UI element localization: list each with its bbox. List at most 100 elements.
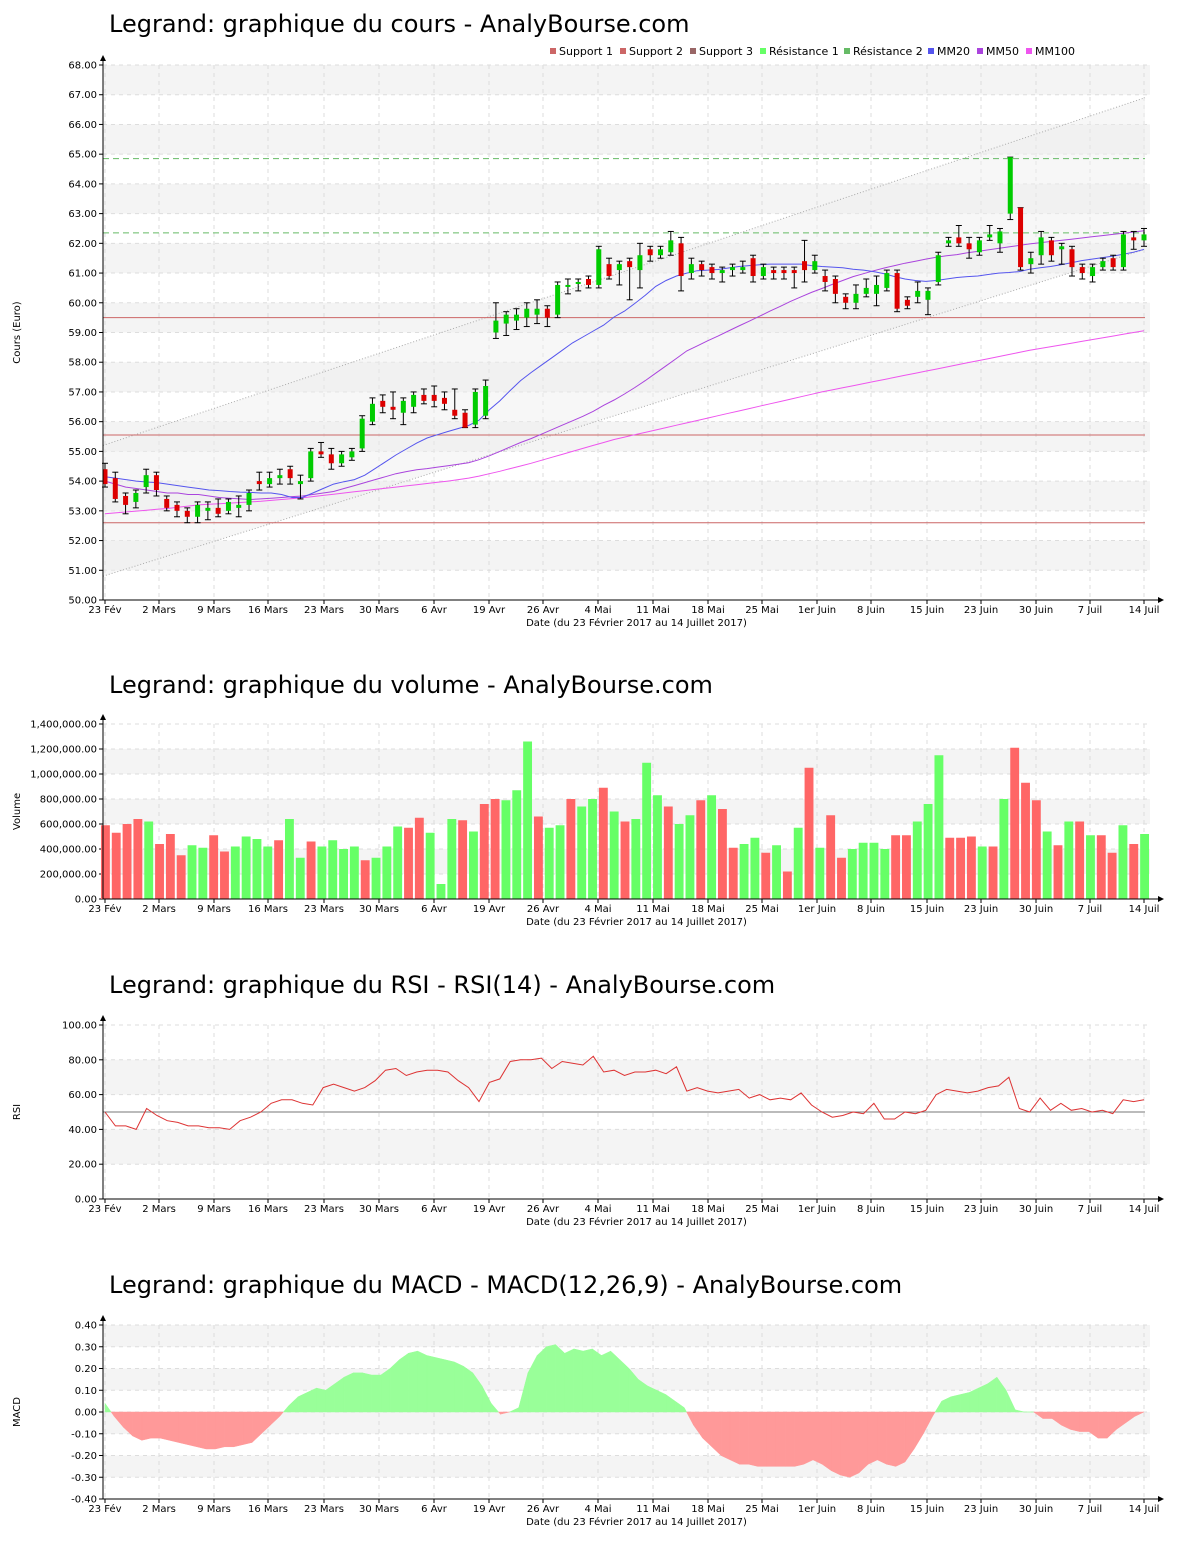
x-tick-label: 30 Juin bbox=[1019, 1504, 1053, 1515]
x-tick-label: 30 Juin bbox=[1019, 605, 1053, 616]
macd-area-segment bbox=[417, 1350, 428, 1413]
chart-title: Legrand: graphique du cours - AnalyBours… bbox=[109, 10, 690, 38]
volume-bar bbox=[1107, 852, 1117, 899]
macd-area-segment bbox=[619, 1359, 630, 1413]
grid-band bbox=[103, 124, 1150, 155]
svg-text:Résistance 2: Résistance 2 bbox=[853, 45, 923, 58]
macd-area-segment bbox=[1042, 1411, 1053, 1419]
volume-bar bbox=[728, 847, 738, 899]
candle bbox=[832, 275, 839, 304]
candle bbox=[976, 236, 983, 256]
svg-text:Support 3: Support 3 bbox=[699, 45, 753, 58]
x-tick-label: 25 Mai bbox=[745, 904, 778, 915]
legend-item: Résistance 1 bbox=[760, 45, 839, 58]
svg-text:MM50: MM50 bbox=[986, 45, 1019, 58]
candle bbox=[544, 305, 551, 328]
candle bbox=[739, 260, 746, 274]
candle bbox=[174, 501, 181, 518]
candle bbox=[1058, 242, 1065, 265]
legend-item: MM100 bbox=[1026, 45, 1075, 58]
x-tick-label: 23 Mars bbox=[304, 1204, 344, 1215]
y-tick-label: 0.00 bbox=[75, 1408, 97, 1419]
y-tick-label: 800,000.00 bbox=[40, 795, 97, 806]
macd-area-segment bbox=[803, 1411, 814, 1465]
candle bbox=[400, 397, 407, 426]
chart-panel-2: Legrand: graphique du volume - AnalyBour… bbox=[12, 671, 1164, 928]
grid-band bbox=[103, 481, 1150, 511]
macd-area-segment bbox=[812, 1411, 823, 1465]
candle bbox=[1079, 263, 1086, 280]
volume-bar bbox=[1064, 821, 1074, 899]
volume-bar bbox=[414, 817, 424, 899]
x-tick-label: 4 Mai bbox=[584, 904, 611, 915]
x-tick-label: 23 Fév bbox=[88, 903, 121, 915]
candle bbox=[935, 251, 942, 286]
x-tick-label: 6 Avr bbox=[421, 605, 448, 616]
candle bbox=[215, 498, 222, 518]
candle bbox=[791, 266, 798, 289]
candle bbox=[482, 379, 489, 420]
y-tick-label: 1,400,000.00 bbox=[30, 720, 97, 731]
candle bbox=[379, 394, 386, 414]
candle bbox=[390, 391, 397, 420]
x-tick-label: 2 Mars bbox=[142, 1504, 176, 1515]
y-tick-label: -0.40 bbox=[71, 1495, 97, 1506]
macd-area-segment bbox=[242, 1411, 253, 1445]
x-tick-label: 7 Juil bbox=[1078, 904, 1102, 915]
macd-area-segment bbox=[748, 1411, 759, 1467]
x-tick-label: 23 Mars bbox=[304, 904, 344, 915]
candle bbox=[708, 263, 715, 280]
candle bbox=[770, 266, 777, 280]
x-tick-label: 30 Juin bbox=[1019, 904, 1053, 915]
y-axis-arrow bbox=[100, 714, 106, 720]
chart-panel-1: Legrand: graphique du cours - AnalyBours… bbox=[12, 10, 1164, 629]
candle bbox=[420, 388, 427, 405]
volume-bar bbox=[263, 846, 273, 899]
macd-area-segment bbox=[775, 1411, 786, 1467]
volume-bar bbox=[750, 837, 760, 899]
macd-area-segment bbox=[1070, 1411, 1080, 1432]
candle bbox=[1089, 263, 1096, 283]
macd-area-segment bbox=[178, 1411, 189, 1445]
y-tick-label: -0.20 bbox=[71, 1451, 97, 1462]
y-axis-arrow bbox=[100, 1015, 106, 1021]
y-tick-label: 0.10 bbox=[75, 1386, 97, 1397]
macd-area-segment bbox=[877, 1411, 887, 1465]
candle bbox=[1130, 230, 1137, 250]
macd-area-segment bbox=[739, 1411, 749, 1465]
volume-bar bbox=[339, 849, 348, 899]
macd-area-segment bbox=[463, 1365, 474, 1413]
macd-area-segment bbox=[353, 1372, 363, 1413]
volume-bar bbox=[165, 834, 175, 899]
y-tick-label: 59.00 bbox=[68, 328, 97, 339]
macd-area-segment bbox=[895, 1411, 906, 1467]
trend-channel bbox=[103, 97, 1145, 577]
x-tick-label: 23 Mars bbox=[304, 605, 344, 616]
y-tick-label: 0.00 bbox=[75, 1195, 97, 1206]
y-tick-label: 20.00 bbox=[68, 1160, 97, 1171]
x-tick-label: 14 Juil bbox=[1129, 1504, 1160, 1515]
volume-bar bbox=[425, 832, 435, 899]
candle bbox=[750, 254, 757, 283]
y-tick-label: 1,000,000.00 bbox=[30, 770, 97, 781]
volume-bar bbox=[858, 842, 868, 899]
x-axis-label: Date (du 23 Février 2017 au 14 Juillet 2… bbox=[526, 617, 747, 629]
candle bbox=[318, 441, 325, 458]
candle bbox=[575, 278, 582, 292]
volume-bar bbox=[761, 852, 771, 899]
macd-area-segment bbox=[729, 1411, 740, 1465]
candle bbox=[276, 468, 283, 485]
macd-area-segment bbox=[849, 1411, 860, 1478]
candle bbox=[441, 391, 448, 411]
macd-area-segment bbox=[1134, 1411, 1145, 1417]
y-tick-label: 80.00 bbox=[68, 1055, 97, 1066]
volume-bar bbox=[739, 844, 749, 899]
x-tick-label: 1er Juin bbox=[798, 1504, 836, 1515]
y-tick-label: 0.30 bbox=[75, 1342, 97, 1353]
candle bbox=[626, 257, 633, 301]
volume-bar bbox=[772, 845, 781, 899]
x-tick-label: 30 Mars bbox=[359, 605, 399, 616]
volume-bar bbox=[880, 849, 890, 899]
candle bbox=[297, 474, 304, 500]
